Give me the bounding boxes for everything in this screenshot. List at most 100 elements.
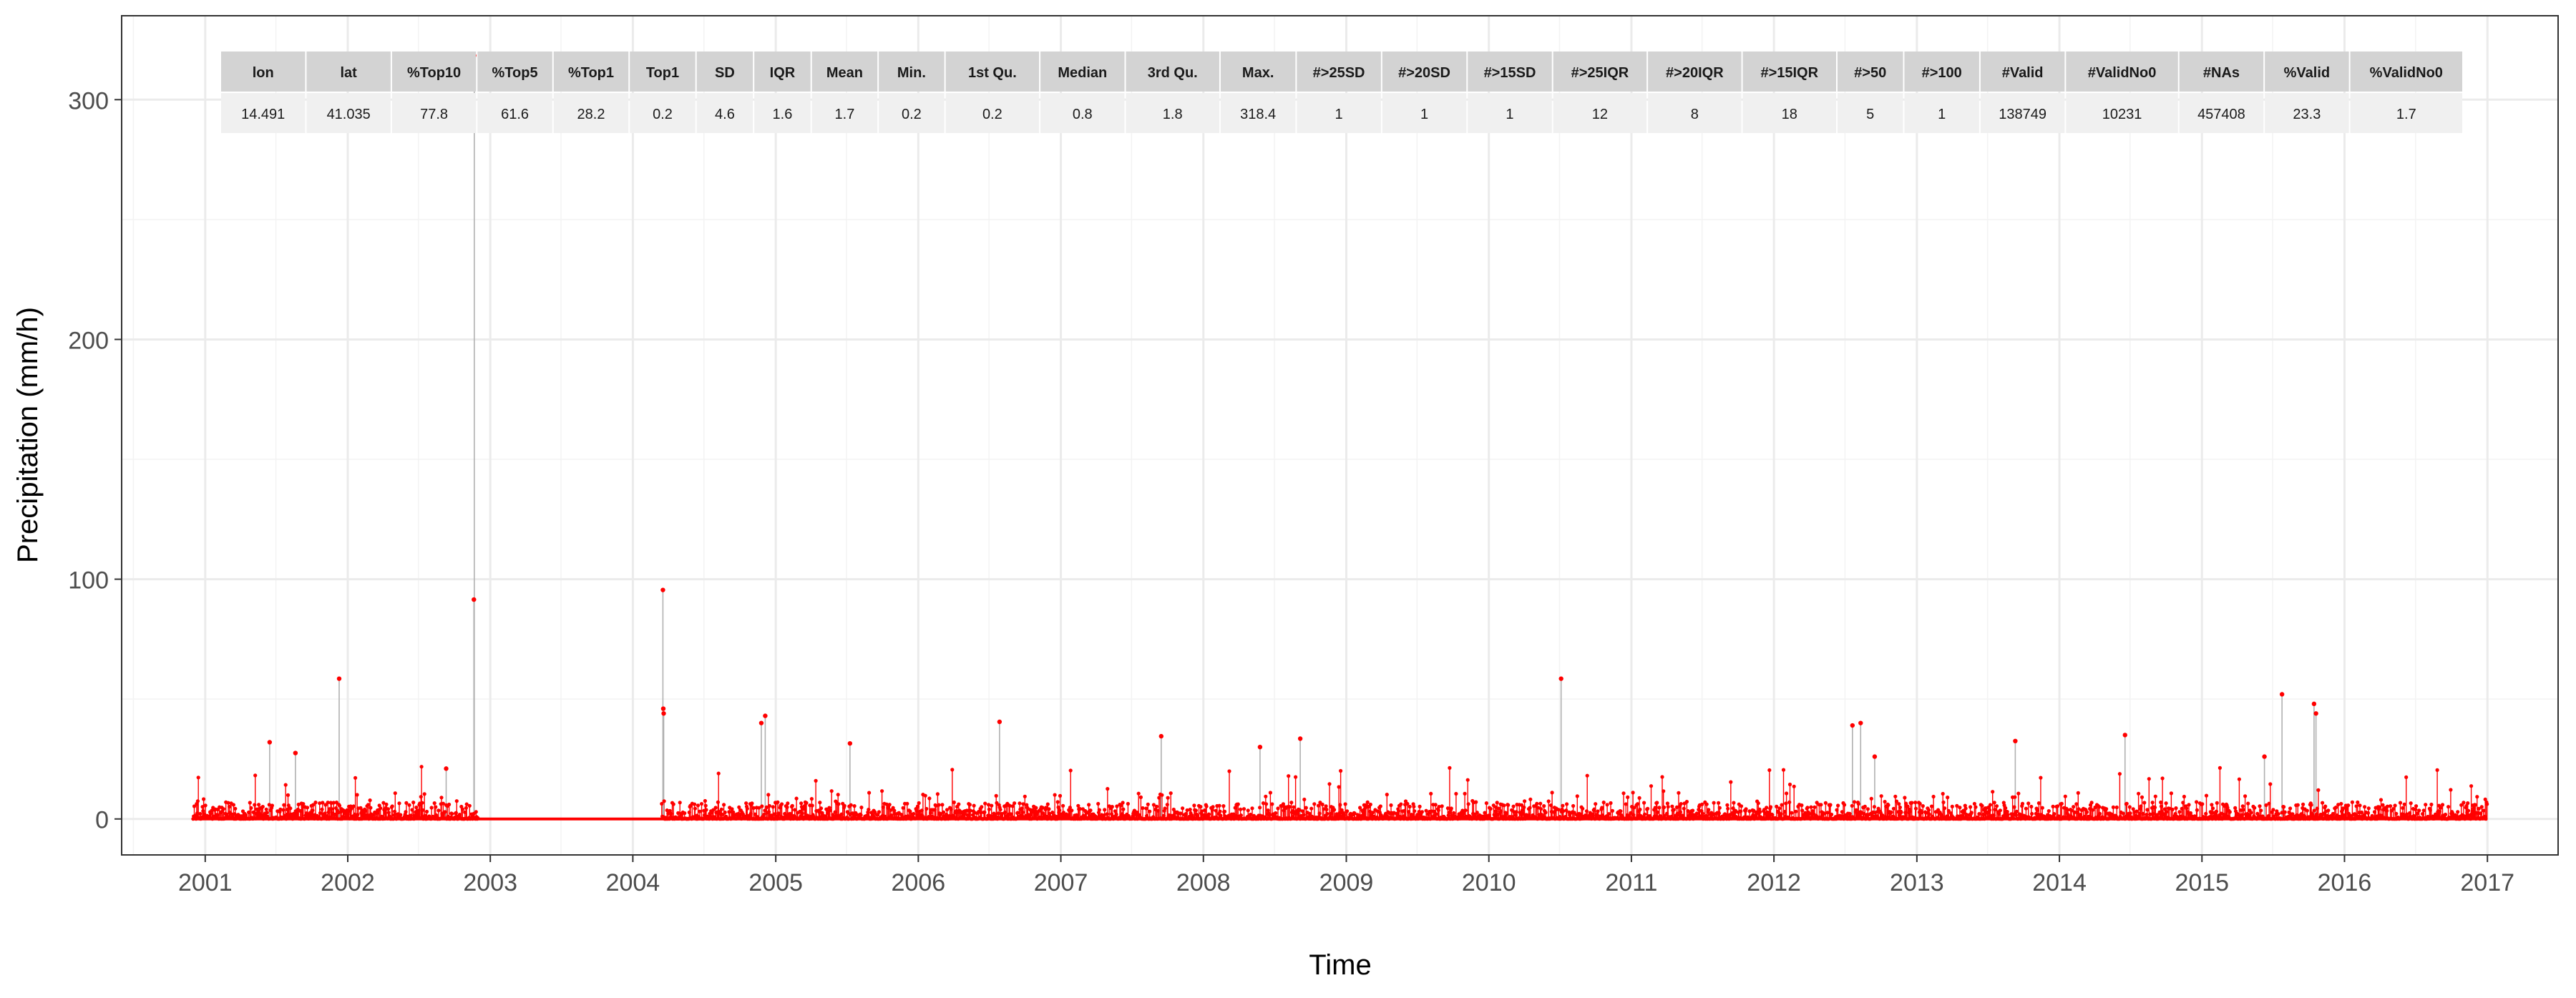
data-point [1447,811,1451,815]
data-point [416,808,421,813]
data-point [2428,808,2432,812]
data-point [1691,808,1695,813]
y-axis: 0 100 200 300 [68,87,122,834]
x-tick-label: 2016 [2318,869,2372,896]
data-point [419,765,424,769]
data-point [386,811,391,815]
data-point [2223,813,2228,817]
data-point [1787,782,1792,787]
data-point [2228,810,2232,814]
table-header-cell [221,52,306,92]
data-point [676,811,680,816]
data-point [1504,811,1508,816]
data-point [2020,801,2025,806]
data-point [1179,811,1183,816]
data-point [2295,813,2299,817]
data-point [1364,805,1368,809]
data-point [298,808,303,813]
data-point [967,803,972,807]
data-point [1694,811,1699,816]
data-point [1021,802,1025,806]
data-point [286,793,291,797]
data-point [2456,810,2460,814]
data-point [323,803,328,807]
data-point [195,811,200,816]
data-point [2164,801,2168,806]
data-point [828,808,832,813]
data-point [1660,775,1664,779]
data-point [1114,812,1118,816]
data-point [2241,808,2245,812]
data-point [1221,804,1226,808]
data-point [696,803,701,808]
table-header-text: Mean [826,65,863,81]
table-value-text: 14.491 [241,107,285,122]
data-point [745,806,749,811]
data-point [1840,810,1844,814]
data-point [1141,806,1145,811]
data-point [1368,802,1372,807]
data-point [2402,802,2406,806]
x-tick-label: 2003 [463,869,517,896]
data-point [1571,803,1576,808]
data-point [1785,791,1789,796]
data-point [814,778,818,783]
table-value-text: 61.6 [501,107,529,122]
data-point [2381,803,2385,807]
data-point [1475,811,1479,815]
data-point [1732,801,1736,805]
data-point [1418,804,1422,808]
data-point [987,813,992,818]
data-point [463,810,467,814]
data-point [2169,791,2173,796]
table-value-cell [1980,93,2065,133]
data-point [1717,806,1722,810]
data-point [257,803,261,807]
data-point [2326,808,2331,813]
data-point [2072,805,2076,809]
data-point [311,808,315,813]
data-point [2174,806,2178,811]
data-point [722,803,726,807]
data-point [852,804,857,808]
data-point [2282,805,2286,809]
data-point [1304,806,1308,810]
data-point [1918,801,1922,806]
data-point [2159,804,2164,808]
data-point [2040,806,2044,810]
data-point [962,812,967,816]
data-point [1050,811,1055,815]
data-point [253,773,258,778]
data-point [1880,813,1885,818]
data-point [802,803,807,808]
data-point [980,805,984,809]
data-point [1546,799,1551,803]
peak-point [267,740,273,745]
data-point [1653,806,1657,810]
data-point [767,810,771,814]
data-point [972,803,976,808]
data-point [2404,775,2409,779]
data-point [2247,813,2251,818]
data-point [1523,799,1527,803]
data-point [833,810,837,814]
table-header-text: %Top1 [568,65,614,81]
data-point [2377,805,2381,809]
data-point [1898,805,1902,810]
data-point [2225,806,2230,810]
data-point [2209,811,2213,815]
data-point [2013,795,2017,799]
table-header-text: #>25SD [1313,65,1365,81]
table-header-text: 1st Qu. [968,65,1017,81]
data-point [1194,808,1198,813]
data-point [923,793,927,798]
data-point [1780,803,1784,807]
data-point [1056,805,1060,810]
data-point [416,812,420,817]
data-point [1556,808,1561,812]
data-point [1040,806,1045,810]
data-point [887,803,892,807]
table-header-text: %Top10 [407,65,461,81]
data-point [1217,803,1221,808]
x-tick-label: 2005 [748,869,803,896]
